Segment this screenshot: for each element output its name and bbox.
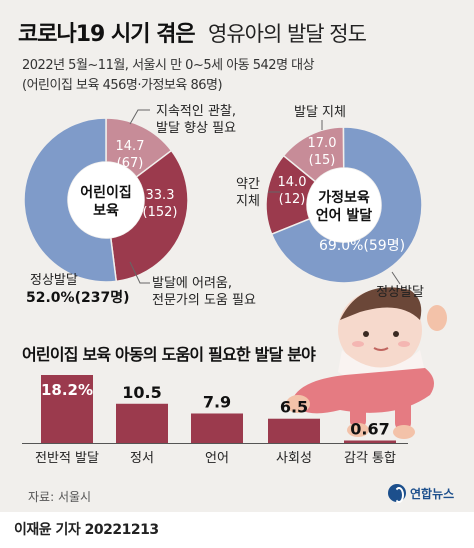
leader-line — [129, 261, 150, 284]
title-bold: 코로나19 시기 겪은 — [18, 22, 196, 47]
source-note: 자료: 서울시 — [28, 490, 92, 504]
charts-canvas: 어린이집 보육 14.7 (67) 33.3 (152) 52.0%(237명) 지속적인 관… — [22, 104, 447, 466]
bar-value-label: 10.5 — [122, 383, 161, 402]
pie-slice — [270, 126, 423, 284]
slice-category-label: 정상발달 — [30, 273, 78, 288]
bar — [344, 440, 396, 443]
slice-value-label: 14.7 (67) — [116, 139, 145, 171]
slice-value-label: 33.3 (152) — [143, 188, 178, 220]
slice-value-label: 52.0%(237명) — [26, 289, 129, 306]
slice-category-label: 발달 지체 — [294, 105, 346, 120]
donut-chart-daycare: 어린이집 보육 14.7 (67) 33.3 (152) 52.0%(237명) 지속적인 관… — [23, 104, 256, 308]
bar-value-label: 6.5 — [280, 398, 308, 417]
slice-category-label: 발달에 어려움, 전문가의 도움 필요 — [152, 276, 256, 308]
leader-line — [391, 271, 401, 285]
bar-category-label: 감각 통합 — [344, 451, 396, 466]
bar-value-label: 0.67 — [350, 419, 389, 438]
logo-mark-icon — [388, 484, 406, 503]
bar — [268, 418, 320, 443]
slice-category-label: 지속적인 관찰, 발달 향상 필요 — [156, 104, 236, 136]
bar-value-label: 18.2% — [41, 381, 93, 399]
baby-illustration — [286, 287, 447, 439]
donut-chart-home: 가정보육 언어 발달 17.0 (15)14.0 (12) 69.0%(59명) 발달 지체… — [236, 105, 424, 300]
byline: 이재윤 기자 20221213 — [14, 522, 159, 538]
bar — [41, 375, 93, 443]
bar-category-label: 전반적 발달 — [35, 451, 99, 466]
bar-chart-title: 어린이집 보육 아동의 도움이 필요한 발달 분야 — [22, 345, 316, 364]
slice-category-label: 정상발달 — [376, 285, 424, 300]
logo-text: 연합뉴스 — [410, 486, 455, 501]
bar-chart: 18.2% 전반적 발달 10.5 정서 7.9 언어 6.5 사회성 0.67 감각 통합 — [22, 375, 408, 466]
bar — [116, 403, 168, 443]
bar-value-label: 7.9 — [203, 392, 231, 411]
slice-value-label: 14.0 (12) — [278, 175, 307, 207]
donut-center-label: 어린이집 보육 — [80, 184, 132, 219]
slice-value-label: 17.0 (15) — [308, 136, 337, 168]
leader-line — [129, 109, 150, 125]
subtitle-line-2: (어린이집 보육 456명·가정보육 86명) — [22, 78, 223, 93]
bar-category-label: 정서 — [130, 451, 154, 466]
bar-category-label: 사회성 — [276, 451, 312, 466]
donut-center-label: 가정보육 언어 발달 — [316, 189, 373, 224]
subtitle-line-1: 2022년 5월~11월, 서울시 만 0~5세 아동 542명 대상 — [22, 58, 315, 73]
slice-category-label: 약간 지체 — [236, 177, 260, 209]
bar — [191, 413, 243, 443]
title-regular: 영유아의 발달 정도 — [208, 22, 367, 46]
logo: 연합뉴스 — [388, 484, 455, 503]
slice-value-label: 69.0%(59명) — [319, 238, 405, 254]
bar-category-label: 언어 — [205, 451, 229, 466]
footer-strip — [0, 512, 474, 548]
